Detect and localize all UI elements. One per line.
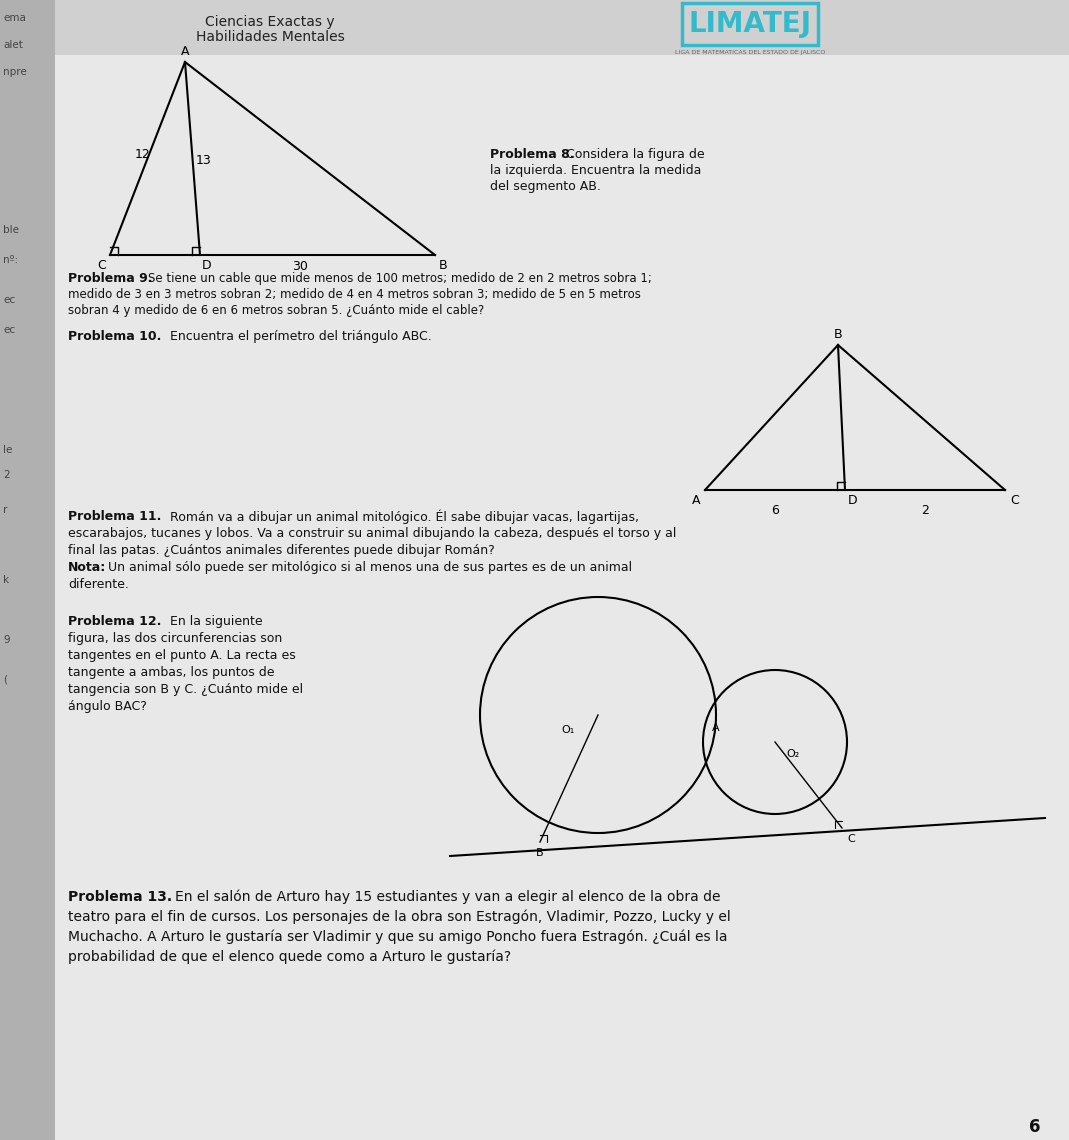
Text: Nota:: Nota: — [68, 561, 106, 575]
Text: En la siguiente: En la siguiente — [170, 614, 263, 628]
Text: ec: ec — [3, 325, 15, 335]
Text: 2: 2 — [3, 470, 10, 480]
Text: 13: 13 — [196, 154, 212, 166]
Text: escarabajos, tucanes y lobos. Va a construir su animal dibujando la cabeza, desp: escarabajos, tucanes y lobos. Va a const… — [68, 527, 677, 540]
Text: 30: 30 — [292, 260, 308, 272]
Text: figura, las dos circunferencias son: figura, las dos circunferencias son — [68, 632, 282, 645]
Text: A: A — [181, 44, 189, 58]
Text: teatro para el fin de cursos. Los personajes de la obra son Estragón, Vladimir, : teatro para el fin de cursos. Los person… — [68, 910, 731, 925]
Text: npre: npre — [3, 67, 27, 78]
Text: 12: 12 — [135, 148, 151, 162]
Text: Un animal sólo puede ser mitológico si al menos una de sus partes es de un anima: Un animal sólo puede ser mitológico si a… — [108, 561, 632, 575]
Text: Ciencias Exactas y: Ciencias Exactas y — [205, 15, 335, 28]
Text: 6: 6 — [1029, 1118, 1041, 1135]
Text: B: B — [439, 259, 448, 272]
Text: En el salón de Arturo hay 15 estudiantes y van a elegir al elenco de la obra de: En el salón de Arturo hay 15 estudiantes… — [175, 890, 721, 904]
Text: LIMATEJ: LIMATEJ — [688, 10, 811, 38]
Text: nº:: nº: — [3, 255, 18, 264]
Text: la izquierda. Encuentra la medida: la izquierda. Encuentra la medida — [490, 164, 701, 177]
Text: medido de 3 en 3 metros sobran 2; medido de 4 en 4 metros sobran 3; medido de 5 : medido de 3 en 3 metros sobran 2; medido… — [68, 288, 641, 301]
Bar — [55, 0, 1069, 55]
Text: LIGA DE MATEMATICAS DEL ESTADO DE JALISCO: LIGA DE MATEMATICAS DEL ESTADO DE JALISC… — [675, 50, 825, 55]
Text: C: C — [847, 834, 855, 844]
Text: Considera la figura de: Considera la figura de — [566, 148, 704, 161]
Text: ec: ec — [3, 295, 15, 306]
Text: final las patas. ¿Cuántos animales diferentes puede dibujar Román?: final las patas. ¿Cuántos animales difer… — [68, 544, 495, 557]
Text: A: A — [692, 494, 700, 507]
Text: ángulo BAC?: ángulo BAC? — [68, 700, 146, 712]
Text: Muchacho. A Arturo le gustaría ser Vladimir y que su amigo Poncho fuera Estragón: Muchacho. A Arturo le gustaría ser Vladi… — [68, 930, 728, 945]
Text: Román va a dibujar un animal mitológico. Él sabe dibujar vacas, lagartijas,: Román va a dibujar un animal mitológico.… — [170, 510, 639, 524]
Text: A: A — [712, 723, 719, 733]
Text: Habilidades Mentales: Habilidades Mentales — [196, 30, 344, 44]
Text: C: C — [97, 259, 106, 272]
Text: Problema 11.: Problema 11. — [68, 510, 161, 523]
Text: C: C — [1010, 494, 1019, 507]
Text: O₁: O₁ — [561, 725, 575, 735]
Text: D: D — [848, 494, 857, 507]
Text: D: D — [202, 259, 212, 272]
Text: tangentes en el punto A. La recta es: tangentes en el punto A. La recta es — [68, 649, 296, 662]
Bar — [0, 0, 55, 1140]
Text: O₂: O₂ — [787, 749, 800, 759]
Text: sobran 4 y medido de 6 en 6 metros sobran 5. ¿Cuánto mide el cable?: sobran 4 y medido de 6 en 6 metros sobra… — [68, 304, 484, 317]
Text: r: r — [3, 505, 7, 515]
Text: Problema 8.: Problema 8. — [490, 148, 574, 161]
Text: le: le — [3, 445, 13, 455]
Text: 6: 6 — [771, 504, 779, 518]
Text: diferente.: diferente. — [68, 578, 129, 591]
Text: ema: ema — [3, 13, 26, 23]
Text: (: ( — [3, 675, 7, 685]
Text: B: B — [537, 848, 544, 858]
Text: ble: ble — [3, 225, 19, 235]
Text: Problema 10.: Problema 10. — [68, 329, 161, 343]
Text: k: k — [3, 575, 10, 585]
Text: alet: alet — [3, 40, 22, 50]
Text: B: B — [834, 328, 842, 341]
Text: del segmento AB.: del segmento AB. — [490, 180, 601, 193]
Text: tangente a ambas, los puntos de: tangente a ambas, los puntos de — [68, 666, 275, 679]
Text: Se tiene un cable que mide menos de 100 metros; medido de 2 en 2 metros sobra 1;: Se tiene un cable que mide menos de 100 … — [148, 272, 652, 285]
Text: 9: 9 — [3, 635, 10, 645]
Text: tangencia son B y C. ¿Cuánto mide el: tangencia son B y C. ¿Cuánto mide el — [68, 683, 304, 697]
Text: Problema 13.: Problema 13. — [68, 890, 172, 904]
Text: probabilidad de que el elenco quede como a Arturo le gustaría?: probabilidad de que el elenco quede como… — [68, 950, 511, 964]
Text: 2: 2 — [921, 504, 929, 518]
Text: Problema 12.: Problema 12. — [68, 614, 161, 628]
Text: Problema 9.: Problema 9. — [68, 272, 153, 285]
Text: Encuentra el perímetro del triángulo ABC.: Encuentra el perímetro del triángulo ABC… — [170, 329, 432, 343]
